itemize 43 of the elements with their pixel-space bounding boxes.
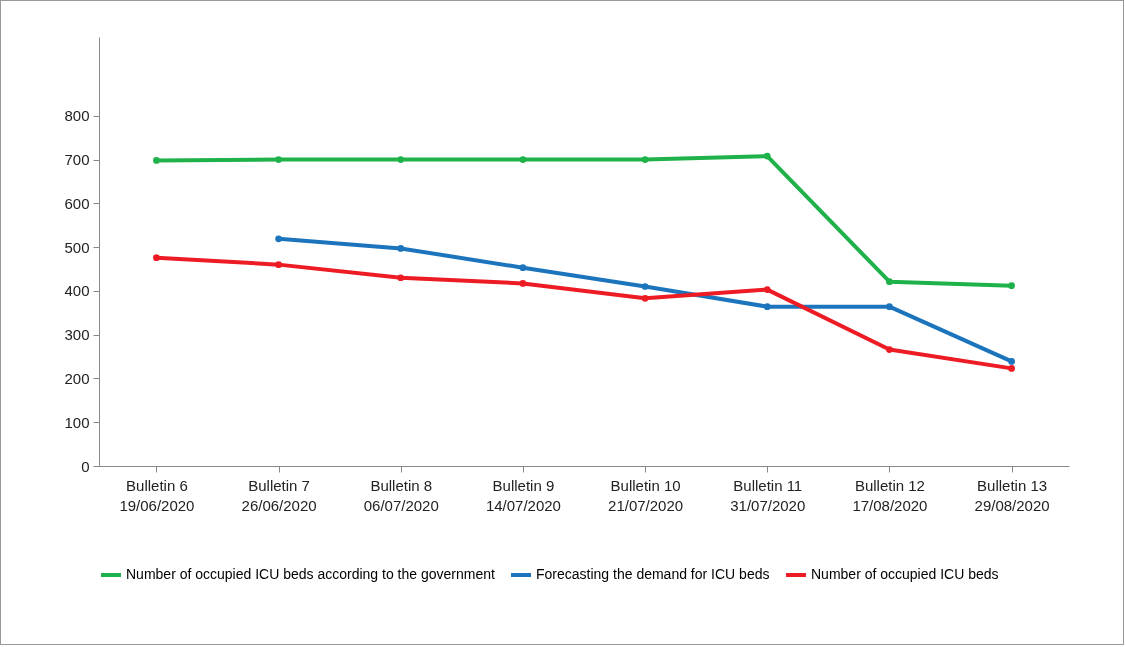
point xyxy=(1008,365,1015,372)
point xyxy=(1008,282,1015,289)
y-tick-label: 100 xyxy=(64,413,90,431)
point xyxy=(641,294,649,302)
x-tick-label: Bulletin 12 17/08/2020 xyxy=(852,476,928,514)
point xyxy=(153,157,160,164)
x-tick-label: Bulletin 13 29/08/2020 xyxy=(974,476,1050,514)
point xyxy=(275,261,282,268)
y-tick-label: 600 xyxy=(64,194,90,212)
point xyxy=(397,274,405,282)
y-tick-label: 400 xyxy=(64,282,90,300)
point xyxy=(763,152,771,160)
y-tick-label: 300 xyxy=(64,326,90,344)
y-tick-label: 500 xyxy=(64,238,90,256)
legend-label: Number of occupied ICU beds according to the government xyxy=(126,566,495,582)
point xyxy=(763,303,771,310)
point xyxy=(886,346,893,353)
point xyxy=(886,303,893,310)
x-tick-label: Bulletin 10 21/07/2020 xyxy=(608,476,684,514)
y-tick-label: 0 xyxy=(81,457,90,475)
y-tick-label: 200 xyxy=(64,369,90,387)
point xyxy=(275,235,282,243)
point xyxy=(763,286,771,293)
point xyxy=(886,278,893,286)
x-tick-label: Bulletin 11 31/07/2020 xyxy=(730,476,806,514)
legend-label: Number of occupied ICU beds xyxy=(811,566,999,582)
x-tick-label: Bulletin 8 06/07/2020 xyxy=(363,476,439,514)
x-tick-label: Bulletin 9 14/07/2020 xyxy=(485,476,561,514)
legend-label: Forecasting the demand for ICU beds xyxy=(536,566,770,582)
point xyxy=(519,264,527,272)
point xyxy=(641,156,649,163)
point xyxy=(519,156,527,163)
y-tick-label: 700 xyxy=(64,151,90,169)
point xyxy=(641,283,649,290)
point xyxy=(153,254,160,261)
point xyxy=(519,280,527,287)
x-tick-label: Bulletin 7 26/06/2020 xyxy=(241,476,317,514)
point xyxy=(275,156,282,163)
y-tick-label: 800 xyxy=(64,107,90,125)
x-tick-label: Bulletin 6 19/06/2020 xyxy=(119,476,195,514)
point xyxy=(397,156,405,163)
point xyxy=(1008,358,1015,365)
point xyxy=(397,245,405,252)
